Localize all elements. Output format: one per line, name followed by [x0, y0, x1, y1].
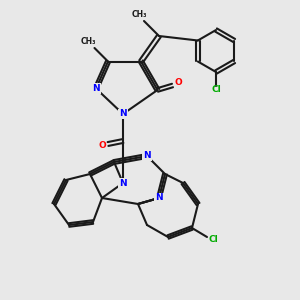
- Text: N: N: [119, 110, 127, 118]
- Text: Cl: Cl: [209, 235, 218, 244]
- Text: N: N: [155, 194, 163, 202]
- Text: N: N: [119, 178, 127, 188]
- Text: N: N: [143, 152, 151, 160]
- Text: CH₃: CH₃: [81, 38, 96, 46]
- Text: Cl: Cl: [211, 85, 221, 94]
- Text: CH₃: CH₃: [132, 10, 147, 19]
- Text: O: O: [175, 78, 182, 87]
- Text: O: O: [98, 141, 106, 150]
- Text: N: N: [92, 84, 100, 93]
